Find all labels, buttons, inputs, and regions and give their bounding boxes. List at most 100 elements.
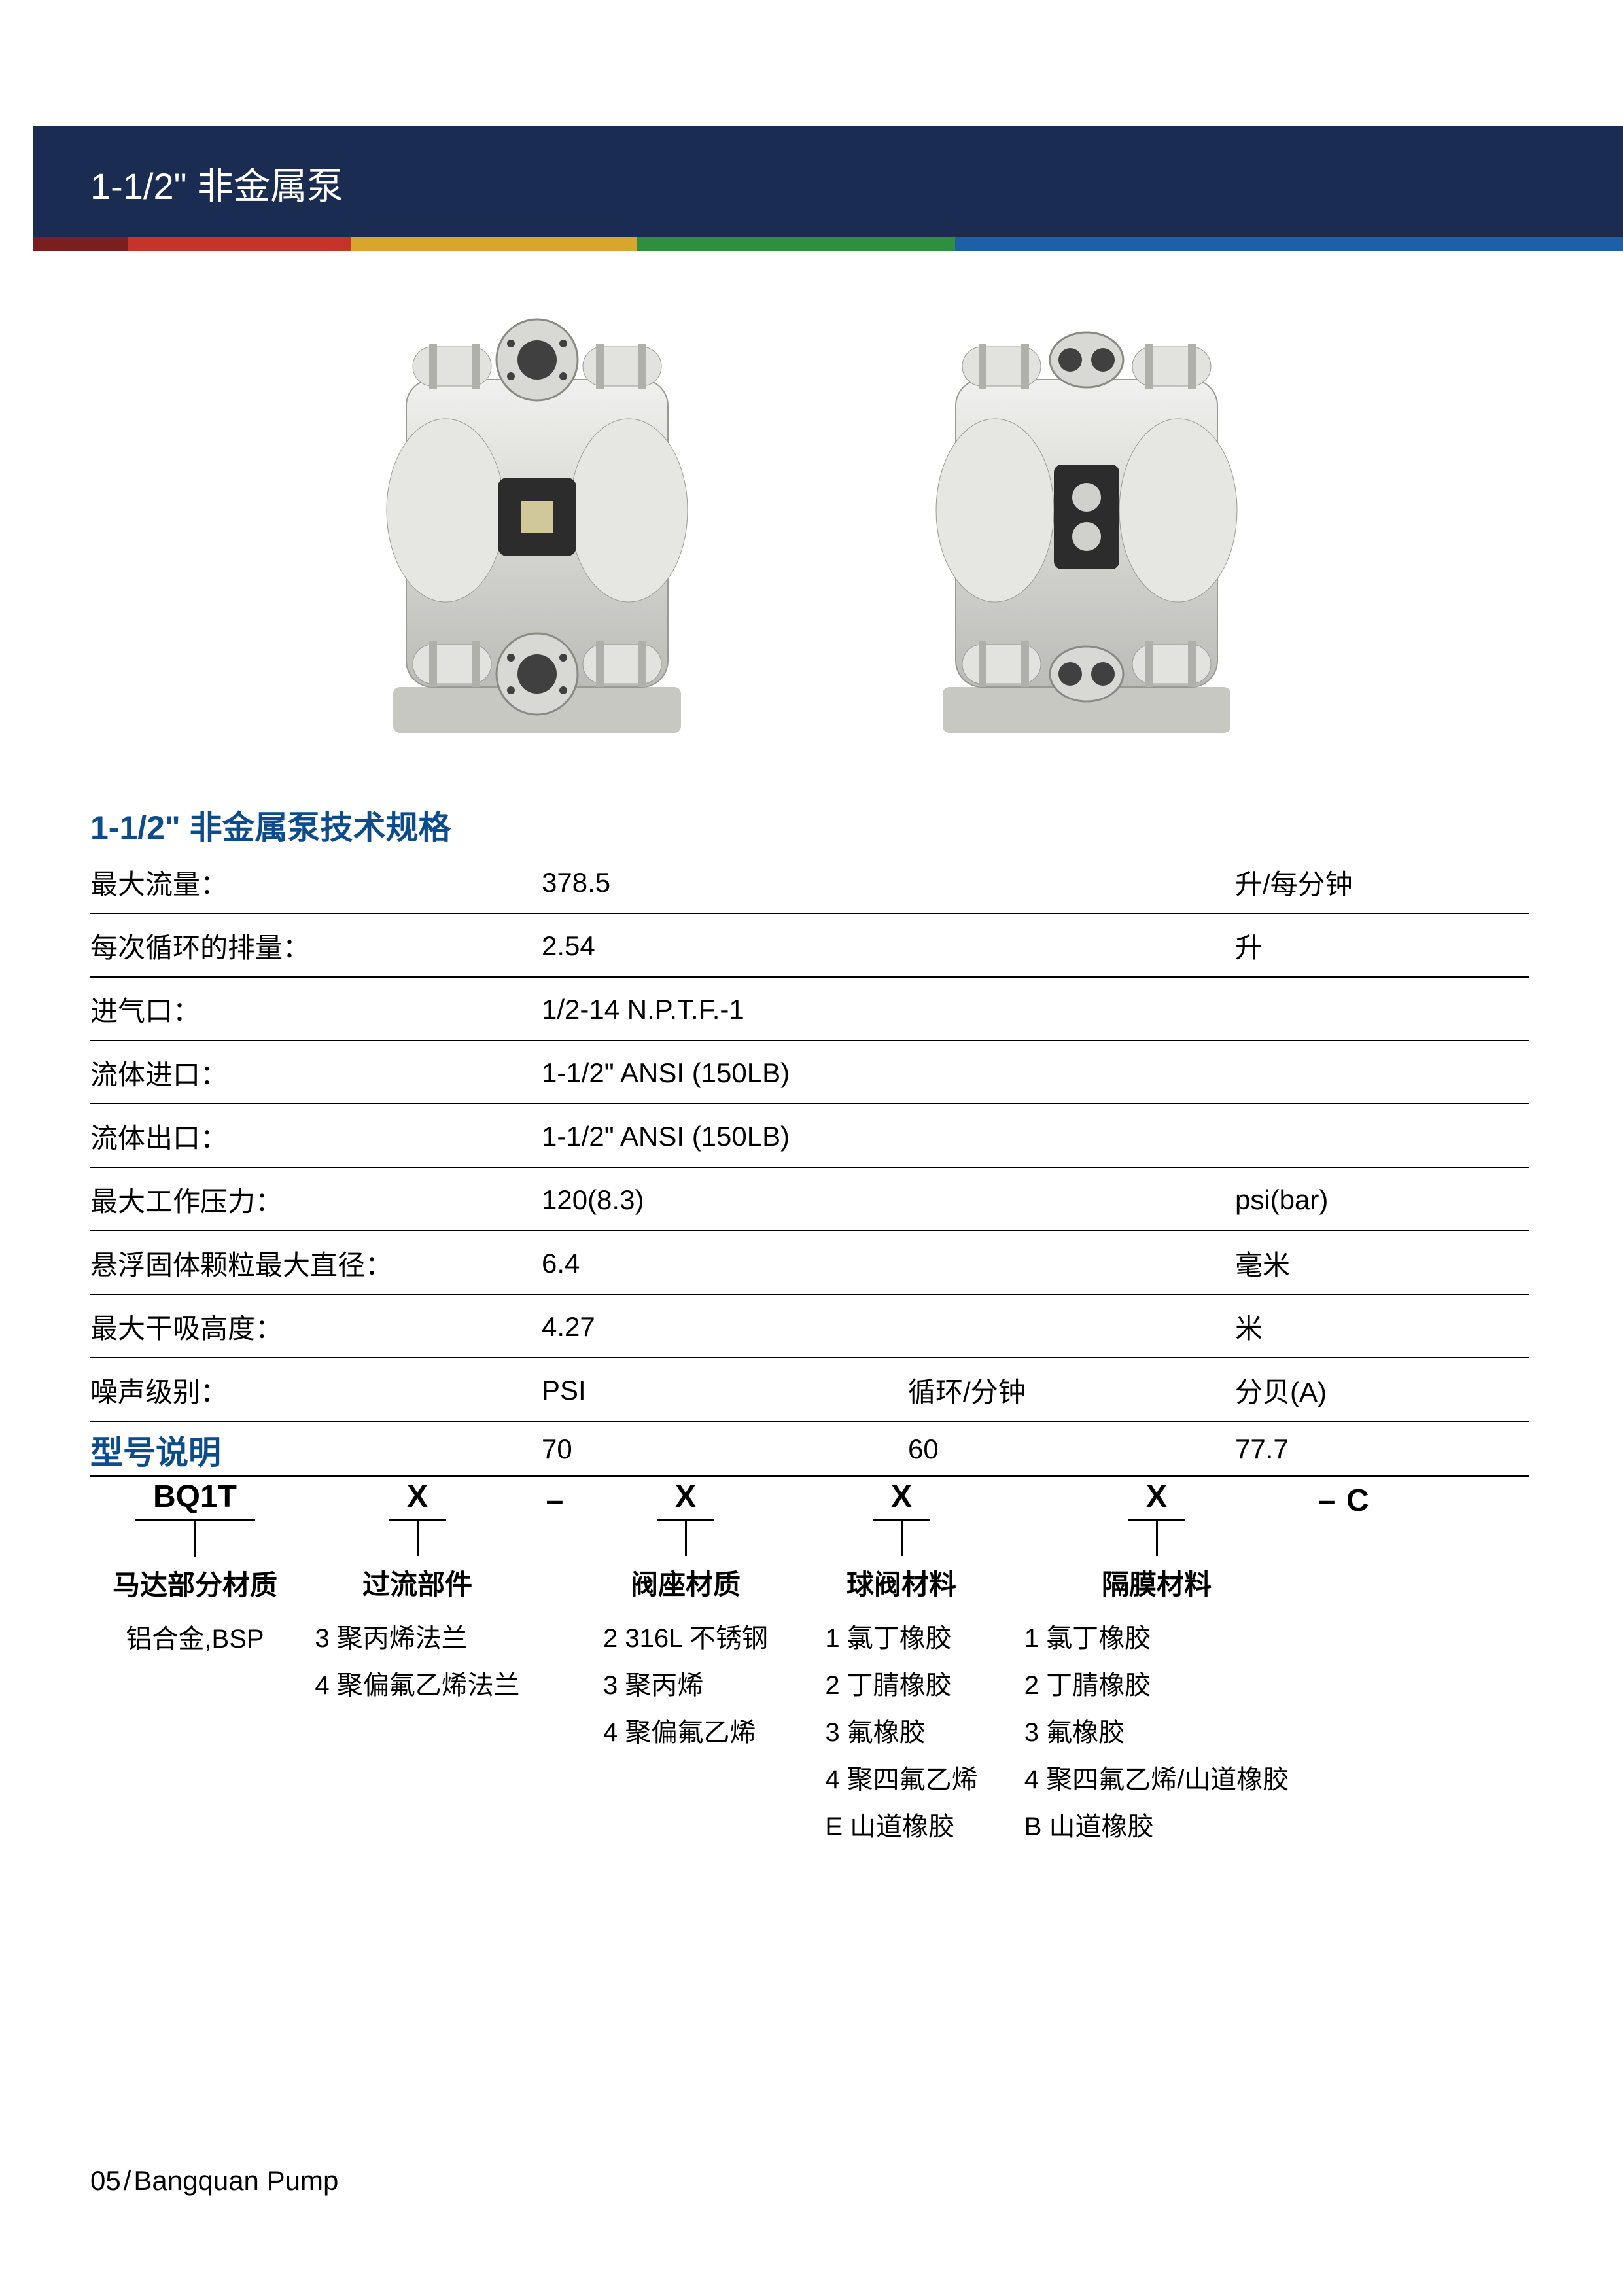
model-heading: 型号说明	[90, 1426, 221, 1474]
spec-value: 1/2-14 N.P.T.F.-1	[542, 977, 908, 1040]
stripe-segment	[351, 237, 637, 251]
spec-row: 每次循环的排量：2.54 升	[90, 913, 1529, 977]
model-dash: –	[1307, 1479, 1346, 1519]
option-item: 3 氟橡胶	[825, 1711, 925, 1749]
pump-image-front	[334, 308, 740, 759]
model-code: X	[1128, 1479, 1185, 1521]
spec-label: 悬浮固体颗粒最大直径：	[90, 1231, 542, 1294]
option-list: 1 氯丁橡胶2 丁腈橡胶3 氟橡胶4 聚四氟乙烯E 山道橡胶	[825, 1617, 977, 1843]
spec-extra	[908, 913, 1235, 977]
model-column-title: 过流部件	[362, 1563, 472, 1602]
spec-value: 378.5	[542, 851, 908, 913]
spec-value: 1-1/2" ANSI (150LB)	[542, 1104, 908, 1167]
spec-extra: 60	[908, 1421, 1235, 1476]
spec-value: 2.54	[542, 913, 908, 977]
model-code: BQ1T	[135, 1479, 255, 1521]
connector-line	[1156, 1521, 1158, 1556]
spec-extra	[908, 1167, 1235, 1231]
model-column-title: 隔膜材料	[1102, 1563, 1212, 1602]
spec-extra	[908, 851, 1235, 913]
option-item: 3 聚丙烯法兰	[315, 1617, 467, 1655]
spec-row: 706077.7	[90, 1421, 1529, 1476]
spec-row: 流体出口：1-1/2" ANSI (150LB)	[90, 1104, 1529, 1167]
spec-label: 噪声级别：	[90, 1358, 542, 1421]
spec-row: 最大流量：378.5 升/每分钟	[90, 851, 1529, 913]
connector-line	[417, 1521, 419, 1556]
option-item: 4 聚偏氟乙烯法兰	[315, 1664, 519, 1702]
spec-unit	[1235, 1104, 1529, 1167]
spec-extra	[908, 1231, 1235, 1294]
spec-unit: 77.7	[1235, 1421, 1529, 1476]
spec-label: 流体进口：	[90, 1040, 542, 1104]
spec-unit	[1235, 1040, 1529, 1104]
model-column-title: 阀座材质	[631, 1563, 741, 1602]
spec-unit: 米	[1235, 1294, 1529, 1358]
model-suffix: C	[1346, 1479, 1369, 1519]
option-item: 2 丁腈橡胶	[1024, 1664, 1151, 1702]
option-item: 2 丁腈橡胶	[825, 1664, 951, 1702]
spec-value: 70	[542, 1421, 908, 1476]
option-item: 3 氟橡胶	[1024, 1711, 1125, 1749]
model-column: X 隔膜材料 1 氯丁橡胶 2 丁腈橡胶 3 氟橡胶 4 聚四氟乙烯/山道橡胶 B 山道橡胶	[1006, 1479, 1307, 1843]
model-column: X 过流部件 3 聚丙烯法兰 4 聚偏氟乙烯法兰	[300, 1479, 535, 1702]
spec-unit: 毫米	[1235, 1231, 1529, 1294]
spec-unit: 升	[1235, 913, 1529, 977]
model-column: X球阀材料1 氯丁橡胶2 丁腈橡胶3 氟橡胶4 聚四氟乙烯E 山道橡胶	[797, 1479, 1006, 1843]
spec-label: 每次循环的排量：	[90, 913, 542, 977]
option-item: 3 聚丙烯	[603, 1664, 703, 1702]
stripe-segment	[33, 237, 128, 251]
spec-value: 120(8.3)	[542, 1167, 908, 1231]
option-item: B 山道橡胶	[1024, 1805, 1154, 1843]
model-column: BQ1T 马达部分材质铝合金,BSP	[90, 1479, 300, 1655]
stripe-segment	[128, 237, 351, 251]
page-number: 05	[90, 2165, 121, 2196]
spec-row: 噪声级别：PSI循环/分钟分贝(A)	[90, 1358, 1529, 1421]
connector-line	[901, 1521, 903, 1556]
option-item: E 山道橡胶	[825, 1805, 954, 1843]
model-code: X	[657, 1479, 714, 1521]
model-column-title: 马达部分材质	[113, 1563, 277, 1603]
spec-extra	[908, 1294, 1235, 1358]
option-item: 2 316L 不锈钢	[603, 1617, 768, 1655]
option-item: 4 聚偏氟乙烯	[603, 1711, 756, 1749]
spec-unit	[1235, 977, 1529, 1040]
spec-unit: psi(bar)	[1235, 1167, 1529, 1231]
option-item: 1 氯丁橡胶	[825, 1617, 951, 1655]
model-code: X	[873, 1479, 930, 1521]
model-code: X	[389, 1479, 446, 1521]
spec-row: 流体进口：1-1/2" ANSI (150LB)	[90, 1040, 1529, 1104]
spec-row: 进气口：1/2-14 N.P.T.F.-1	[90, 977, 1529, 1040]
option-item: 1 氯丁橡胶	[1024, 1617, 1151, 1655]
option-list: 铝合金,BSP	[126, 1617, 264, 1655]
model-column-title: 球阀材料	[846, 1563, 956, 1602]
accent-stripe	[33, 237, 1623, 251]
stripe-segment	[955, 237, 1623, 251]
spec-extra	[908, 977, 1235, 1040]
spec-value: 4.27	[542, 1294, 908, 1358]
spec-unit: 升/每分钟	[1235, 851, 1529, 913]
spec-extra	[908, 1104, 1235, 1167]
option-item: 4 聚四氟乙烯/山道橡胶	[1024, 1758, 1289, 1796]
option-list: 3 聚丙烯法兰 4 聚偏氟乙烯法兰	[315, 1617, 519, 1702]
page-title: 1-1/2" 非金属泵	[33, 126, 1623, 210]
spec-label: 最大工作压力：	[90, 1167, 542, 1231]
spec-unit: 分贝(A)	[1235, 1358, 1529, 1421]
spec-label: 流体出口：	[90, 1104, 542, 1167]
page-footer: 05/Bangquan Pump	[90, 2165, 338, 2197]
option-list: 1 氯丁橡胶 2 丁腈橡胶 3 氟橡胶 4 聚四氟乙烯/山道橡胶 B 山道橡胶	[1024, 1617, 1289, 1843]
spec-extra: 循环/分钟	[908, 1358, 1235, 1421]
spec-row: 最大工作压力：120(8.3) psi(bar)	[90, 1167, 1529, 1231]
model-column: X 阀座材质 2 316L 不锈钢 3 聚丙烯 4 聚偏氟乙烯	[574, 1479, 797, 1749]
spec-row: 最大干吸高度：4.27米	[90, 1294, 1529, 1358]
option-list: 2 316L 不锈钢 3 聚丙烯 4 聚偏氟乙烯	[603, 1617, 768, 1749]
spec-value: 1-1/2" ANSI (150LB)	[542, 1040, 908, 1104]
pump-image-side	[884, 308, 1289, 759]
spec-heading: 1-1/2" 非金属泵技术规格	[90, 802, 451, 849]
connector-line	[194, 1521, 196, 1557]
spec-label: 进气口：	[90, 977, 542, 1040]
spec-label: 最大流量：	[90, 851, 542, 913]
model-code-diagram: BQ1T马达部分材质铝合金,BSPX过流部件3 聚丙烯法兰4 聚偏氟乙烯法兰–X…	[90, 1479, 1543, 1843]
spec-value: PSI	[542, 1358, 908, 1421]
product-image-row	[0, 308, 1623, 759]
spec-value: 6.4	[542, 1231, 908, 1294]
